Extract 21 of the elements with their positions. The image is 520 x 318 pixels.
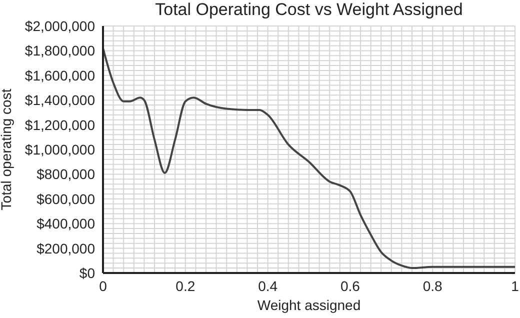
x-tick-label: 0 [99,278,108,294]
y-tick-label: $400,000 [36,216,96,232]
x-tick-label: 0.4 [258,278,278,294]
chart-title: Total Operating Cost vs Weight Assigned [154,0,464,20]
y-tick-label: $200,000 [36,240,96,256]
y-tick-label: $1,800,000 [24,42,96,59]
x-tick-label: 0.6 [340,278,360,294]
y-tick-label: $1,200,000 [24,116,96,133]
y-tick-label: $2,000,000 [24,18,96,34]
y-tick-label: $600,000 [36,190,96,207]
x-tick-label: 0.8 [422,278,443,294]
y-tick-label: $1,600,000 [24,67,96,84]
y-tick-label: $0 [79,264,96,281]
y-tick-label: $800,000 [36,166,96,182]
x-tick-label: 1 [511,278,520,294]
y-tick-label: $1,400,000 [24,92,96,108]
x-tick-label: 0.2 [176,278,196,294]
x-axis-title: Weight assigned [257,297,361,313]
line-series [103,47,515,270]
y-tick-label: $1,000,000 [24,141,96,158]
y-axis-title: Total operating cost [0,88,14,210]
